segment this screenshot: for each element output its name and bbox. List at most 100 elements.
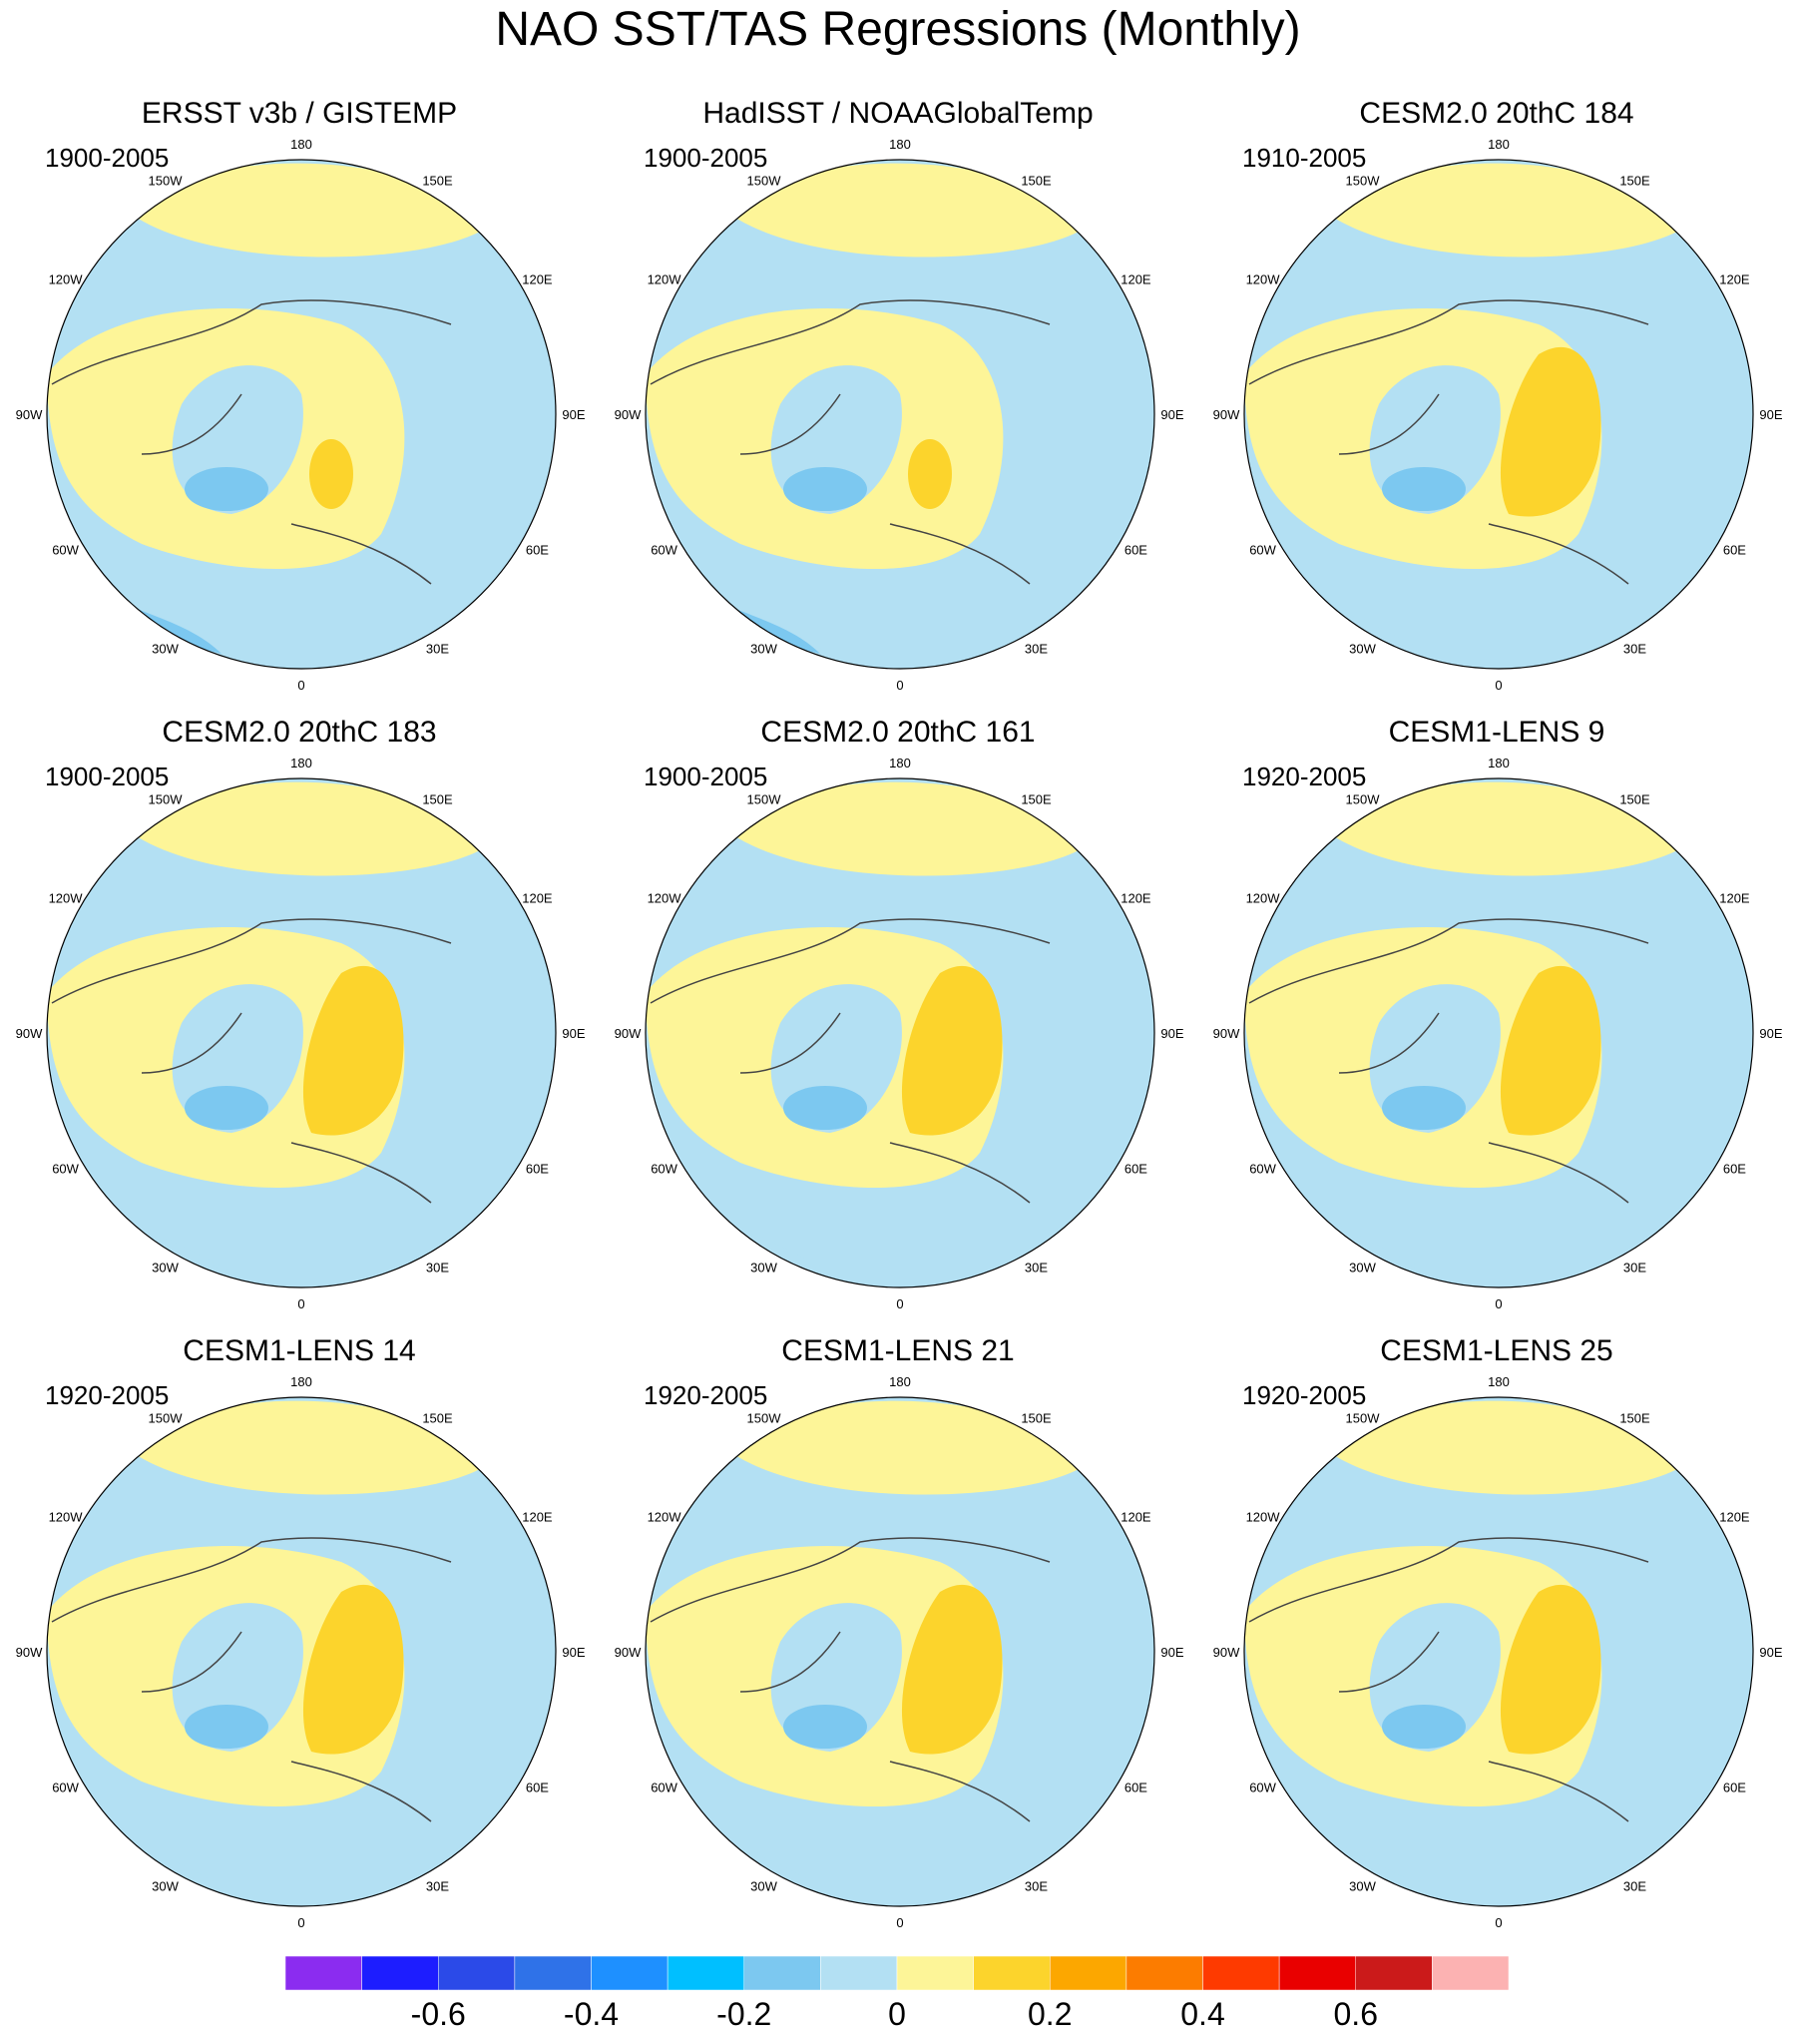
longitude-label: 150E (1021, 173, 1052, 188)
longitude-label: 60W (1249, 543, 1276, 558)
colorbar-swatch (896, 1956, 974, 1991)
longitude-label: 180 (290, 1374, 312, 1389)
colorbar-swatch (1125, 1956, 1203, 1991)
longitude-label: 0 (297, 1296, 304, 1311)
colorbar-tick-label: -0.4 (563, 1996, 620, 2032)
colorbar (284, 1956, 1510, 1991)
panel-title: CESM2.0 20thC 183 (162, 716, 437, 749)
longitude-label: 60E (526, 543, 549, 558)
longitude-label: 120W (648, 1510, 682, 1525)
colorbar-swatch (1355, 1956, 1433, 1991)
longitude-label: 90W (615, 1026, 642, 1041)
longitude-label: 150E (1619, 173, 1650, 188)
longitude-label: 0 (297, 678, 304, 693)
longitude-label: 90E (1759, 1645, 1782, 1660)
map-panel: ERSST v3b / GISTEMP 1900-2005 180 150E 120E 9… (0, 95, 599, 714)
longitude-label: 180 (889, 137, 911, 152)
longitude-label: 60W (1249, 1162, 1276, 1177)
panel-title: CESM1-LENS 25 (1380, 1334, 1613, 1367)
colorbar-swatch (667, 1956, 744, 1991)
longitude-label: 0 (896, 1915, 903, 1930)
longitude-label: 90E (1759, 1026, 1782, 1041)
colorbar-swatch (438, 1956, 516, 1991)
panel-period: 1920-2005 (45, 1380, 170, 1410)
longitude-label: 0 (297, 1915, 304, 1930)
panel-title: CESM2.0 20thC 161 (760, 716, 1036, 749)
longitude-label: 60E (1723, 1162, 1746, 1177)
longitude-label: 0 (896, 678, 903, 693)
panel-title: CESM1-LENS 21 (781, 1334, 1015, 1367)
longitude-label: 120E (1719, 891, 1750, 906)
longitude-label: 150E (422, 1410, 453, 1425)
colorbar-tick-label: 0 (888, 1996, 906, 2032)
panel-period: 1900-2005 (644, 143, 768, 173)
longitude-label: 60W (52, 543, 79, 558)
longitude-label: 60E (526, 1162, 549, 1177)
colorbar-tick-label: 0.6 (1333, 1996, 1378, 2032)
longitude-label: 60W (651, 1162, 677, 1177)
colorbar-swatch (1050, 1956, 1127, 1991)
longitude-label: 120W (1246, 891, 1281, 906)
longitude-label: 90W (16, 407, 43, 422)
longitude-label: 90W (16, 1026, 43, 1041)
colorbar-tick-label: -0.2 (716, 1996, 772, 2032)
colorbar-swatch (820, 1956, 898, 1991)
longitude-label: 120W (648, 891, 682, 906)
longitude-label: 60W (651, 543, 677, 558)
longitude-label: 120W (49, 1510, 84, 1525)
longitude-label: 90E (562, 1026, 585, 1041)
longitude-label: 180 (290, 137, 312, 152)
longitude-label: 180 (889, 1374, 911, 1389)
longitude-label: 180 (889, 756, 911, 770)
colorbar-swatch (1432, 1956, 1510, 1991)
longitude-label: 150E (422, 791, 453, 806)
polar-map: 180 150E 120E 90E 60E 30E 0 30W 60W 90W 120W 150W (16, 756, 586, 1311)
longitude-label: 150W (149, 791, 184, 806)
panel-title: ERSST v3b / GISTEMP (141, 97, 458, 130)
longitude-label: 60W (1249, 1781, 1276, 1795)
longitude-label: 60E (526, 1781, 549, 1795)
longitude-label: 120W (1246, 272, 1281, 287)
longitude-label: 120W (49, 891, 84, 906)
longitude-label: 150W (1346, 791, 1381, 806)
panel-period: 1920-2005 (1242, 762, 1367, 791)
longitude-label: 150W (747, 1410, 782, 1425)
longitude-label: 180 (1488, 1374, 1510, 1389)
longitude-label: 30E (426, 1261, 449, 1276)
longitude-label: 90E (1160, 1026, 1183, 1041)
longitude-label: 30W (1349, 1261, 1376, 1276)
panel-title: CESM1-LENS 9 (1388, 716, 1605, 749)
longitude-label: 60W (651, 1781, 677, 1795)
longitude-label: 90W (16, 1645, 43, 1660)
longitude-label: 120E (1719, 272, 1750, 287)
colorbar-tick-label: 0.4 (1180, 1996, 1225, 2032)
longitude-label: 90E (1160, 407, 1183, 422)
longitude-label: 30E (1025, 1879, 1048, 1894)
colorbar-swatch (591, 1956, 669, 1991)
colorbar-tick-label: -0.6 (410, 1996, 466, 2032)
longitude-label: 150E (1619, 1410, 1650, 1425)
longitude-label: 120W (1246, 1510, 1281, 1525)
longitude-label: 150W (1346, 1410, 1381, 1425)
longitude-label: 60E (1723, 543, 1746, 558)
colorbar-swatch (743, 1956, 821, 1991)
longitude-label: 30W (152, 1261, 179, 1276)
longitude-label: 30W (750, 1879, 777, 1894)
longitude-label: 60E (1124, 1781, 1147, 1795)
longitude-label: 90W (615, 1645, 642, 1660)
longitude-label: 120W (648, 272, 682, 287)
longitude-label: 0 (1495, 1296, 1502, 1311)
longitude-label: 150E (1021, 1410, 1052, 1425)
polar-map: 180 150E 120E 90E 60E 30E 0 30W 60W 90W 120W 150W (1213, 1374, 1783, 1930)
polar-map: 180 150E 120E 90E 60E 30E 0 30W 60W 90W 120W 150W (16, 137, 586, 693)
longitude-label: 30E (1025, 642, 1048, 657)
longitude-label: 90W (1213, 1645, 1240, 1660)
colorbar-tick-label: 0.2 (1028, 1996, 1073, 2032)
longitude-label: 180 (1488, 756, 1510, 770)
colorbar-swatch (1278, 1956, 1356, 1991)
panel-period: 1900-2005 (45, 143, 170, 173)
longitude-label: 120E (522, 1510, 553, 1525)
longitude-label: 30E (426, 1879, 449, 1894)
longitude-label: 0 (896, 1296, 903, 1311)
longitude-label: 60W (52, 1162, 79, 1177)
